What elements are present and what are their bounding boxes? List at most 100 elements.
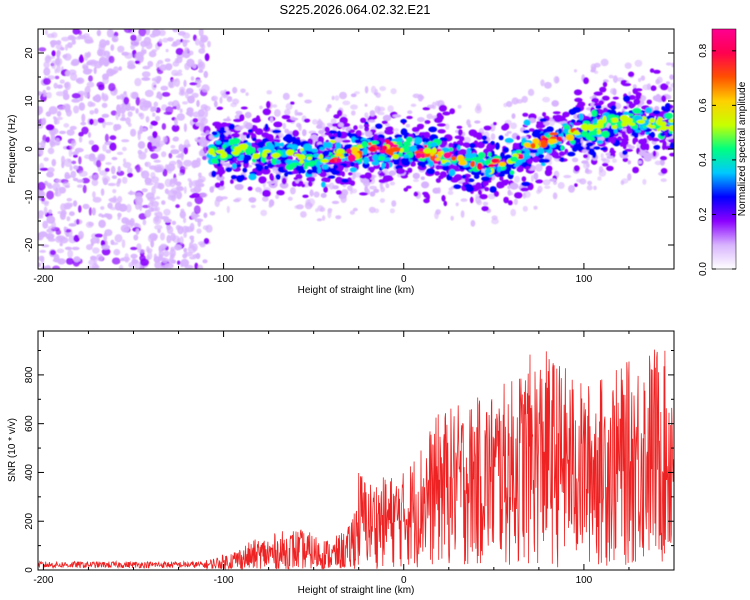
ridge-blob [660, 83, 669, 91]
noise-blob [49, 249, 56, 256]
ridge-blob [573, 165, 580, 172]
noise-blob [194, 38, 200, 46]
noise-blob [125, 104, 132, 111]
ridge-blob [521, 181, 531, 187]
noise-blob [163, 111, 172, 115]
ridge-blob [342, 139, 351, 143]
halo-blob [656, 76, 663, 84]
ridge-blob [619, 114, 629, 122]
noise-blob [38, 146, 42, 155]
noise-blob [87, 132, 92, 138]
ridge-blob [317, 166, 322, 174]
ridge-blob [540, 162, 546, 167]
noise-blob [67, 158, 71, 163]
ridge-blob [467, 123, 472, 128]
halo-blob [506, 130, 512, 134]
ridge-blob [654, 96, 663, 102]
noise-blob [47, 225, 55, 230]
noise-blob [117, 195, 123, 203]
noise-blob [113, 248, 121, 256]
halo-blob [527, 88, 535, 96]
ridge-blob [597, 119, 604, 127]
ridge-blob [491, 158, 499, 164]
halo-blob [307, 198, 316, 207]
noise-blob [56, 248, 65, 254]
ridge-blob [585, 145, 591, 151]
ridge-blob [574, 138, 581, 143]
noise-blob [155, 141, 160, 147]
halo-blob [544, 185, 551, 189]
ridge-blob [475, 182, 482, 188]
noise-blob [48, 106, 58, 115]
noise-blob [130, 34, 137, 41]
noise-blob [184, 47, 190, 54]
noise-blob [69, 211, 75, 217]
halo-blob [309, 189, 314, 197]
ridge-blob [230, 145, 236, 150]
halo-blob [487, 193, 496, 200]
noise-blob [85, 52, 91, 59]
ridge-blob [628, 71, 635, 78]
noise-blob [168, 152, 173, 159]
ridge-blob [453, 184, 462, 189]
ridge-blob [482, 180, 488, 187]
ridge-blob [522, 112, 529, 117]
halo-blob [628, 91, 632, 97]
noise-blob [176, 103, 181, 111]
noise-blob [96, 29, 102, 37]
ridge-blob [448, 169, 456, 177]
noise-blob [39, 191, 46, 198]
noise-blob [178, 143, 184, 152]
noise-blob [121, 239, 126, 249]
ridge-blob [392, 153, 400, 160]
noise-blob [134, 60, 140, 64]
ridge-blob [281, 177, 287, 185]
noise-blob [162, 37, 169, 43]
halo-blob [571, 157, 579, 163]
noise-blob [150, 120, 158, 126]
ridge-blob [511, 113, 516, 119]
ridge-blob [476, 162, 483, 171]
ridge-blob [359, 192, 368, 196]
ridge-blob [448, 147, 454, 152]
noise-blob [111, 156, 118, 161]
noise-blob [161, 123, 167, 130]
noise-blob [155, 62, 160, 69]
ridge-blob [669, 142, 674, 150]
ridge-blob [308, 181, 313, 187]
noise-blob [92, 118, 98, 126]
ridge-blob [599, 86, 607, 93]
ridge-blob [669, 152, 674, 157]
halo-blob [379, 86, 387, 92]
noise-blob [131, 257, 137, 267]
noise-blob [186, 201, 193, 207]
noise-blob [121, 139, 130, 143]
noise-blob [150, 145, 157, 150]
ridge-blob [373, 133, 379, 141]
ridge-blob [422, 137, 430, 143]
noise-blob [80, 121, 87, 126]
noise-blob [157, 69, 164, 75]
ridge-blob [489, 186, 497, 193]
noise-blob [142, 219, 147, 226]
ridge-blob [632, 166, 639, 174]
ridge-blob [432, 187, 440, 194]
noise-blob [38, 231, 48, 238]
ridge-blob [290, 101, 295, 105]
noise-blob [182, 253, 188, 259]
noise-blob [111, 175, 117, 180]
ridge-blob [480, 172, 485, 176]
ridge-blob [569, 139, 576, 144]
noise-blob [118, 106, 126, 114]
noise-blob [183, 79, 187, 88]
halo-blob [457, 104, 462, 109]
ridge-blob [262, 108, 271, 116]
noise-blob [110, 44, 115, 51]
ridge-blob [344, 166, 349, 173]
noise-blob [135, 228, 140, 235]
noise-blob [78, 230, 84, 240]
noise-blob [56, 40, 62, 45]
halo-blob [640, 75, 646, 81]
ridge-blob [248, 129, 253, 133]
noise-blob [153, 164, 162, 173]
